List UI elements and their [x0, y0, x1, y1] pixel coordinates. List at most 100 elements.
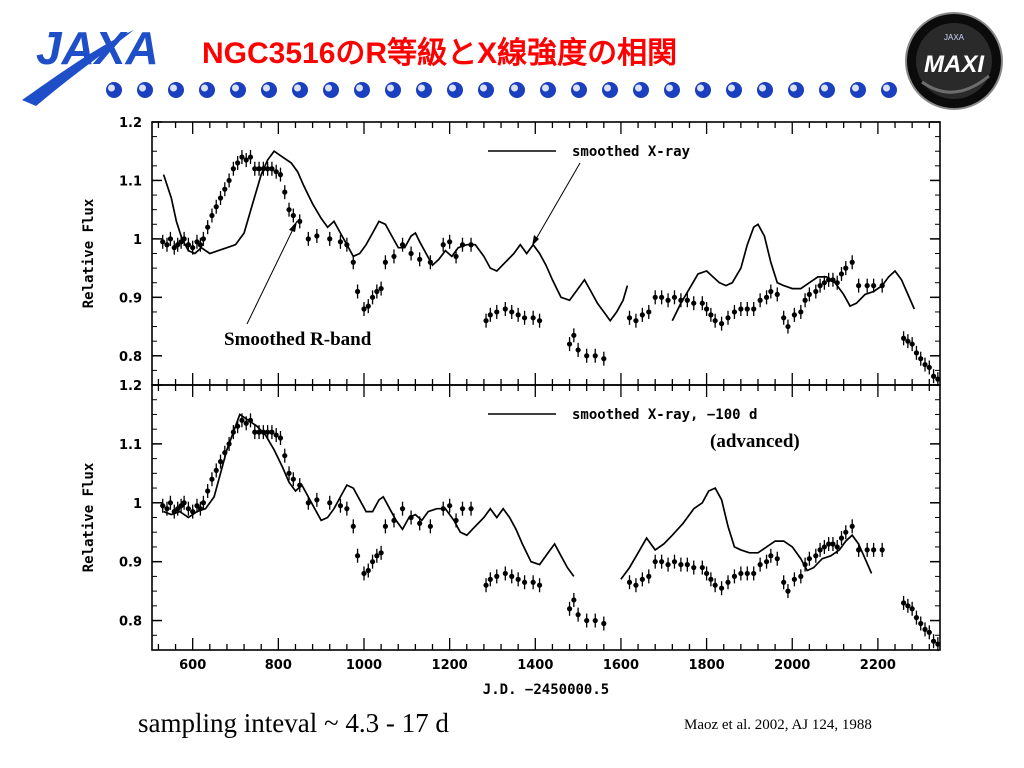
rband-point [926, 364, 932, 371]
rband-point [230, 429, 236, 435]
rband-point [226, 441, 232, 447]
rband-point [802, 562, 808, 568]
divider-dot-highlight [170, 84, 177, 92]
rband-point [468, 242, 474, 248]
rband-point [830, 541, 836, 547]
y-tick-label: 0.8 [119, 350, 142, 365]
rband-point [235, 160, 241, 166]
rband-point [798, 573, 804, 579]
rband-point [601, 620, 607, 627]
rband-point [209, 476, 215, 482]
rband-point [447, 239, 453, 245]
rband-point [536, 318, 543, 324]
rband-point [515, 312, 521, 318]
divider-dot-highlight [635, 84, 642, 92]
rband-point [575, 612, 581, 618]
rband-point [243, 420, 249, 426]
rband-point [247, 154, 254, 160]
rband-point [252, 429, 258, 435]
x-tick-label: 2000 [774, 658, 810, 673]
divider-dot-highlight [480, 84, 487, 92]
rband-point [930, 638, 937, 644]
badge-text: MAXI [924, 51, 985, 78]
rband-point [235, 423, 241, 429]
rband-point [327, 500, 333, 506]
rband-point [646, 309, 652, 315]
rband-point [699, 300, 705, 306]
rband-point [781, 315, 787, 321]
rband-point [378, 285, 384, 292]
rband-point [265, 429, 271, 435]
rband-point [487, 576, 493, 582]
rband-point [571, 597, 577, 603]
rband-point [453, 517, 459, 524]
rband-point [785, 588, 791, 594]
rband-point [834, 280, 840, 286]
rband-point [913, 615, 920, 621]
rband-point [791, 576, 797, 582]
rband-point [181, 236, 187, 242]
divider-dot-highlight [356, 84, 363, 92]
rband-point [871, 283, 877, 289]
rband-point [592, 617, 598, 624]
rband-point [785, 323, 791, 330]
rband-point [566, 341, 573, 347]
rband-point [843, 529, 849, 535]
x-tick-label: 600 [179, 658, 206, 673]
rband-point [217, 458, 224, 465]
rband-point [197, 506, 203, 512]
rband-point [821, 280, 827, 286]
rband-point [194, 239, 200, 245]
rband-point [639, 312, 645, 318]
panel-top: 1.2 1.1 1 0.9 0.8 Relative Flux smoothed X-ray… [81, 116, 941, 387]
rband-point [744, 570, 750, 577]
rband-point [601, 356, 607, 362]
rband-point [817, 283, 823, 289]
rband-point [826, 277, 832, 283]
rband-point [926, 629, 932, 635]
x-tick-label: 1400 [517, 658, 553, 673]
rband-point [361, 306, 367, 312]
rband-point [905, 603, 911, 609]
rband-point [205, 488, 211, 494]
rband-point [838, 271, 845, 277]
rband-point [447, 503, 453, 509]
divider-dot-highlight [728, 84, 735, 92]
rband-point [665, 297, 671, 303]
rband-point [659, 294, 665, 300]
jaxa-swoosh [22, 30, 134, 106]
rband-point [909, 341, 915, 347]
rband-point [930, 373, 937, 379]
rband-point [417, 520, 423, 526]
rband-point [468, 506, 474, 512]
rband-point [282, 189, 288, 195]
rband-point [699, 564, 705, 571]
rband-point [200, 500, 206, 506]
rband-point [217, 195, 224, 201]
rband-point [440, 242, 446, 248]
divider-dot-highlight [666, 84, 673, 92]
rband-point [361, 570, 367, 577]
rband-point [171, 245, 177, 251]
rband-point [530, 579, 536, 585]
rband-point [502, 306, 508, 312]
rband-point [408, 514, 414, 521]
rband-point [277, 172, 284, 178]
rband-point [252, 166, 258, 172]
y-tick-label: 1.2 [119, 379, 142, 394]
rband-point [905, 338, 911, 344]
rband-point [243, 157, 249, 163]
divider-dot-highlight [542, 84, 549, 92]
rband-point [382, 259, 389, 265]
rband-point [230, 166, 236, 172]
rband-point [305, 500, 311, 506]
rband-point [768, 288, 774, 295]
rband-point [164, 506, 170, 512]
rband-point [515, 576, 521, 582]
rband-point [459, 242, 466, 248]
slide-title: NGC3516のR等級とX線強度の相関 [202, 37, 678, 70]
rband-point [427, 523, 433, 529]
rband-point [417, 256, 423, 262]
rband-point [181, 500, 187, 506]
rband-point [633, 318, 639, 324]
